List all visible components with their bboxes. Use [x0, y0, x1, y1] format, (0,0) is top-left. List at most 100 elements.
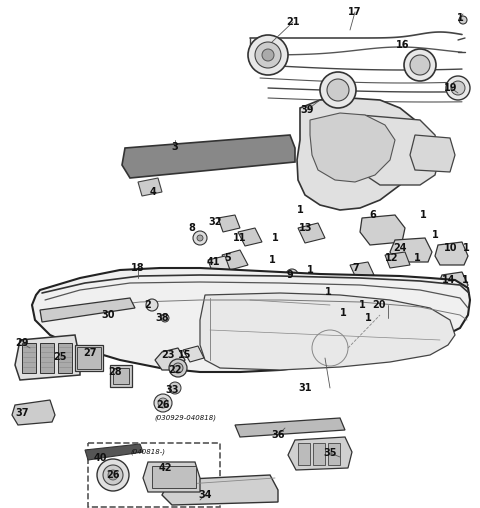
Ellipse shape: [376, 305, 400, 319]
Circle shape: [169, 382, 181, 394]
Polygon shape: [438, 272, 468, 295]
Polygon shape: [350, 262, 374, 278]
Text: (040818-): (040818-): [131, 449, 166, 455]
Bar: [152, 466, 196, 488]
Text: 18: 18: [131, 263, 145, 273]
Text: 1: 1: [359, 300, 365, 310]
Polygon shape: [238, 228, 262, 246]
Bar: [75, 345, 103, 371]
Polygon shape: [390, 238, 432, 262]
Text: 7: 7: [353, 263, 360, 273]
Text: 39: 39: [300, 105, 314, 115]
Text: 5: 5: [225, 253, 231, 263]
Text: 29: 29: [15, 338, 29, 348]
Polygon shape: [358, 115, 440, 185]
Text: 24: 24: [393, 243, 407, 253]
Text: 17: 17: [348, 7, 362, 17]
Text: 1: 1: [340, 308, 347, 318]
Text: 31: 31: [298, 383, 312, 393]
Polygon shape: [297, 98, 420, 210]
Circle shape: [383, 307, 393, 317]
Polygon shape: [385, 252, 410, 268]
Polygon shape: [40, 298, 135, 322]
Polygon shape: [32, 268, 470, 372]
Text: 20: 20: [372, 300, 386, 310]
Text: 21: 21: [286, 17, 300, 27]
Text: 14: 14: [442, 275, 456, 285]
Text: 1: 1: [463, 243, 469, 253]
Polygon shape: [138, 178, 162, 196]
Text: 1: 1: [462, 275, 468, 285]
Polygon shape: [218, 215, 240, 232]
Circle shape: [169, 359, 187, 377]
Text: 2: 2: [144, 300, 151, 310]
Circle shape: [108, 470, 118, 480]
Text: 4: 4: [150, 187, 156, 197]
Text: 35: 35: [323, 448, 337, 458]
Text: 41: 41: [206, 257, 220, 267]
Text: 1: 1: [420, 210, 426, 220]
Circle shape: [286, 269, 298, 281]
Text: 16: 16: [396, 40, 410, 50]
Polygon shape: [155, 348, 185, 370]
Bar: [77, 347, 101, 369]
Circle shape: [154, 394, 172, 412]
Circle shape: [255, 42, 281, 68]
Circle shape: [173, 363, 183, 373]
Text: 30: 30: [101, 310, 115, 320]
Text: 1: 1: [272, 233, 278, 243]
Circle shape: [248, 35, 288, 75]
Polygon shape: [310, 113, 395, 182]
Bar: [40, 343, 54, 373]
Text: 6: 6: [370, 210, 376, 220]
Circle shape: [158, 398, 168, 408]
Text: 8: 8: [189, 223, 195, 233]
Text: 22: 22: [168, 365, 182, 375]
Polygon shape: [143, 462, 200, 492]
Text: 38: 38: [155, 313, 169, 323]
Polygon shape: [360, 215, 405, 245]
Text: 28: 28: [108, 367, 122, 377]
Circle shape: [327, 79, 349, 101]
Circle shape: [446, 76, 470, 100]
Polygon shape: [15, 335, 80, 380]
Polygon shape: [162, 475, 278, 505]
Text: 1: 1: [324, 287, 331, 297]
Bar: [58, 343, 72, 373]
Bar: [313, 443, 325, 465]
Polygon shape: [298, 223, 325, 243]
Polygon shape: [208, 256, 230, 274]
Text: 1: 1: [269, 255, 276, 265]
Text: 1: 1: [432, 230, 438, 240]
Circle shape: [193, 231, 207, 245]
Circle shape: [410, 55, 430, 75]
Text: (030929-040818): (030929-040818): [154, 415, 216, 421]
Bar: [328, 443, 340, 465]
Text: 42: 42: [158, 463, 172, 473]
Text: 3: 3: [172, 142, 179, 152]
Text: 1: 1: [456, 13, 463, 23]
Polygon shape: [12, 400, 55, 425]
Text: 15: 15: [178, 350, 192, 360]
Text: 26: 26: [106, 470, 120, 480]
Circle shape: [262, 49, 274, 61]
Text: 25: 25: [53, 352, 67, 362]
Bar: [110, 365, 132, 387]
Circle shape: [103, 465, 123, 485]
Text: 9: 9: [287, 270, 293, 280]
Text: 40: 40: [93, 453, 107, 463]
Bar: [88, 443, 220, 507]
Polygon shape: [183, 346, 204, 362]
Circle shape: [197, 235, 203, 241]
Text: 34: 34: [198, 490, 212, 500]
Text: 1: 1: [414, 253, 420, 263]
Circle shape: [404, 49, 436, 81]
Text: 33: 33: [165, 385, 179, 395]
Text: 19: 19: [444, 83, 458, 93]
Circle shape: [146, 299, 158, 311]
Polygon shape: [435, 242, 468, 265]
Text: 32: 32: [208, 217, 222, 227]
Polygon shape: [410, 135, 455, 172]
Bar: [113, 368, 129, 384]
Polygon shape: [288, 437, 352, 470]
